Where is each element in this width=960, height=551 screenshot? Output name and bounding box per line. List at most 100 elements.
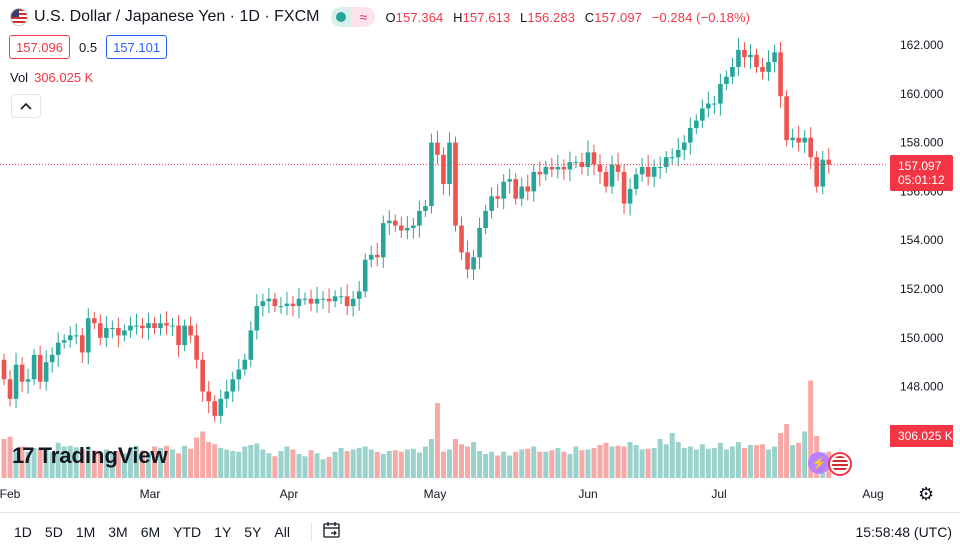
candle-body [784,96,789,141]
volume-bar [507,455,513,478]
volume-bar [549,450,555,478]
timeframe-3m[interactable]: 3M [108,524,128,540]
candle-body [79,335,85,353]
candle-body [567,162,573,170]
candle-body [700,108,705,121]
lightning-event-icon[interactable]: ⚡ [808,452,830,474]
buy-button[interactable]: 157.101 [106,35,168,59]
candle-body [808,137,813,158]
timeframe-1d[interactable]: 1D [14,524,32,540]
volume-bar [561,451,567,478]
time-axis-label: Jun [578,487,597,501]
candle-body [49,354,55,363]
volume-bar [37,449,43,478]
volume-bar [621,446,627,478]
volume-bar [176,453,182,478]
candle-body [19,364,25,382]
volume-bar [338,448,344,478]
volume-bar [1,439,7,478]
volume-bar [531,446,537,478]
volume-bar [25,451,31,478]
candle-body [332,296,338,302]
volume-bar [19,446,25,478]
timeframe-1y[interactable]: 1Y [214,524,232,540]
candle-body [344,296,350,307]
volume-bar [579,450,585,478]
candle-body [92,318,97,324]
candle-body [278,306,284,308]
volume-bar [645,448,651,478]
volume-bar [368,449,374,478]
volume-bar [164,445,170,478]
volume-bar [802,431,808,478]
volume-bar [188,448,194,478]
candle-body [380,223,386,258]
candle-body [802,137,807,143]
candle-body [98,323,103,338]
volume-bar [410,448,416,478]
volume-bar [194,437,200,478]
timeframe-1m[interactable]: 1M [75,524,96,540]
timeframe-5d[interactable]: 5D [44,524,63,540]
symbol-title[interactable]: U.S. Dollar / Japanese Yen · 1D · FXCM [34,8,320,25]
volume-bar [573,446,579,478]
volume-bar [513,451,519,478]
chevron-up-icon [20,102,32,110]
timeframe-5y[interactable]: 5Y [244,524,262,540]
candle-body [224,391,230,399]
us-event-flag-icon[interactable] [828,452,852,476]
volume-bar [230,451,236,478]
candle-body [170,325,175,327]
volume-bar [67,445,73,478]
volume-bar [85,446,91,478]
volume-bar [398,451,404,478]
candle-body [603,171,609,187]
time-axis[interactable]: Feb Mar Apr May Jun Jul Aug [0,487,884,501]
volume-bar [296,454,302,478]
sell-button[interactable]: 157.096 [9,35,70,59]
candle-body [477,228,482,258]
candle-body [465,252,470,270]
volume-bar [717,442,723,478]
volume-bar [212,444,218,478]
low-label: L [520,9,528,25]
timeframe-all[interactable]: All [274,524,290,540]
candle-body [453,142,458,226]
volume-bar [380,454,386,478]
market-status-pill[interactable]: ≈ [331,7,376,27]
volume-bar [121,453,127,478]
volume-bar [465,446,471,478]
candle-body [43,362,49,382]
volume-bar [302,456,308,478]
candle-body [555,167,561,170]
volume-bar [254,443,260,478]
candle-body [272,298,278,307]
candle-body [411,225,416,228]
price-chart[interactable]: 162.000160.000158.000156.000154.000152.0… [0,0,960,512]
market-open-icon [331,7,352,27]
candle-body [61,340,67,343]
volume-bar [501,451,507,478]
collapse-legend-button[interactable] [11,94,41,118]
timeframe-ytd[interactable]: YTD [173,524,202,540]
volume-bar [705,448,711,478]
volume-legend[interactable]: Vol 306.025 K [10,70,93,85]
price-axis-label: 150.000 [900,331,944,345]
timeframe-6m[interactable]: 6M [140,524,161,540]
volume-bar [639,449,645,478]
open-value: 157.364 [395,9,444,25]
price-axis[interactable]: 162.000160.000158.000156.000154.000152.0… [900,38,944,394]
candle-body [549,167,555,170]
candle-body [675,149,681,158]
go-to-date-calendar-icon[interactable] [322,521,342,544]
candle-body [489,196,494,211]
utc-clock[interactable]: 15:58:48 (UTC) [855,524,952,540]
low-value: 156.283 [527,9,576,25]
chart-settings-gear-icon[interactable]: ⚙ [918,484,935,504]
current-price-value: 157.097 [898,159,942,173]
tradingview-logo[interactable]: 17 TradingView [12,443,168,469]
candle-body [429,142,434,207]
volume-bar [422,446,428,478]
volume-bar [308,450,314,478]
volume-bar [386,451,392,478]
